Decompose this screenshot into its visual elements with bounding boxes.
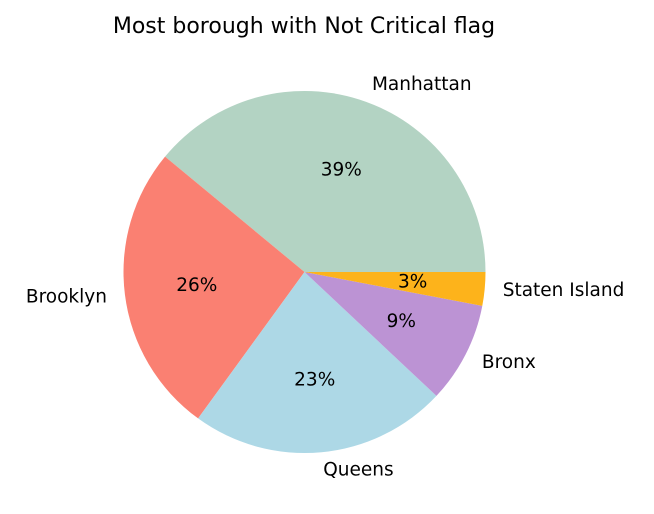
pie-category-label-manhattan: Manhattan bbox=[372, 74, 472, 95]
pie-category-label-brooklyn: Brooklyn bbox=[26, 286, 107, 307]
pie-category-label-bronx: Bronx bbox=[482, 352, 536, 373]
pie-slice-queens bbox=[198, 272, 437, 454]
pie-percent-label-manhattan: 39% bbox=[321, 159, 362, 180]
pie-category-label-queens: Queens bbox=[323, 460, 393, 481]
pie-percent-label-bronx: 9% bbox=[387, 311, 416, 332]
pie-slice-staten-island bbox=[304, 272, 486, 306]
pie-slice-manhattan bbox=[165, 91, 486, 272]
pie-slice-brooklyn bbox=[123, 156, 305, 419]
pie-percent-label-queens: 23% bbox=[294, 370, 335, 391]
pie-slices bbox=[123, 91, 486, 454]
pie-percent-label-brooklyn: 26% bbox=[176, 275, 217, 296]
pie-category-labels: Manhattan Brooklyn Queens Bronx Staten Islan… bbox=[26, 74, 624, 481]
pie-percent-label-staten-island: 3% bbox=[398, 272, 427, 293]
pie-percent-labels: 39% 26% 23% 9% 3% bbox=[176, 159, 427, 390]
chart-title: Most borough with Not Critical flag bbox=[113, 14, 495, 39]
pie-category-label-staten-island: Staten Island bbox=[503, 280, 625, 301]
pie-slice-bronx bbox=[304, 272, 483, 396]
